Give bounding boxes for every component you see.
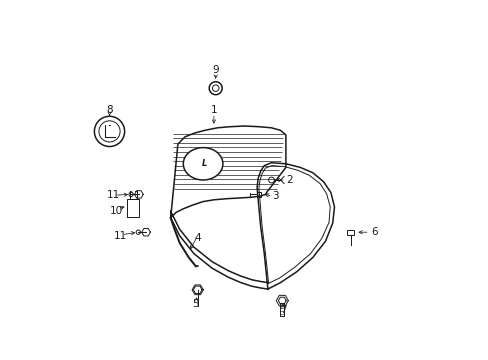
Text: 10: 10 (110, 206, 123, 216)
Text: 6: 6 (370, 227, 377, 237)
Text: 2: 2 (285, 175, 292, 185)
Text: 11: 11 (106, 190, 120, 200)
Text: 4: 4 (194, 233, 201, 243)
Bar (346, 230, 354, 235)
Text: 1: 1 (210, 105, 217, 115)
Bar (257, 192, 260, 197)
Text: L: L (202, 159, 207, 168)
Text: 5: 5 (192, 299, 199, 309)
Text: 3: 3 (271, 191, 278, 201)
Text: 8: 8 (106, 105, 113, 115)
Text: 11: 11 (113, 231, 127, 241)
Text: 9: 9 (212, 65, 219, 75)
Ellipse shape (183, 148, 223, 180)
Text: 7: 7 (280, 305, 286, 315)
